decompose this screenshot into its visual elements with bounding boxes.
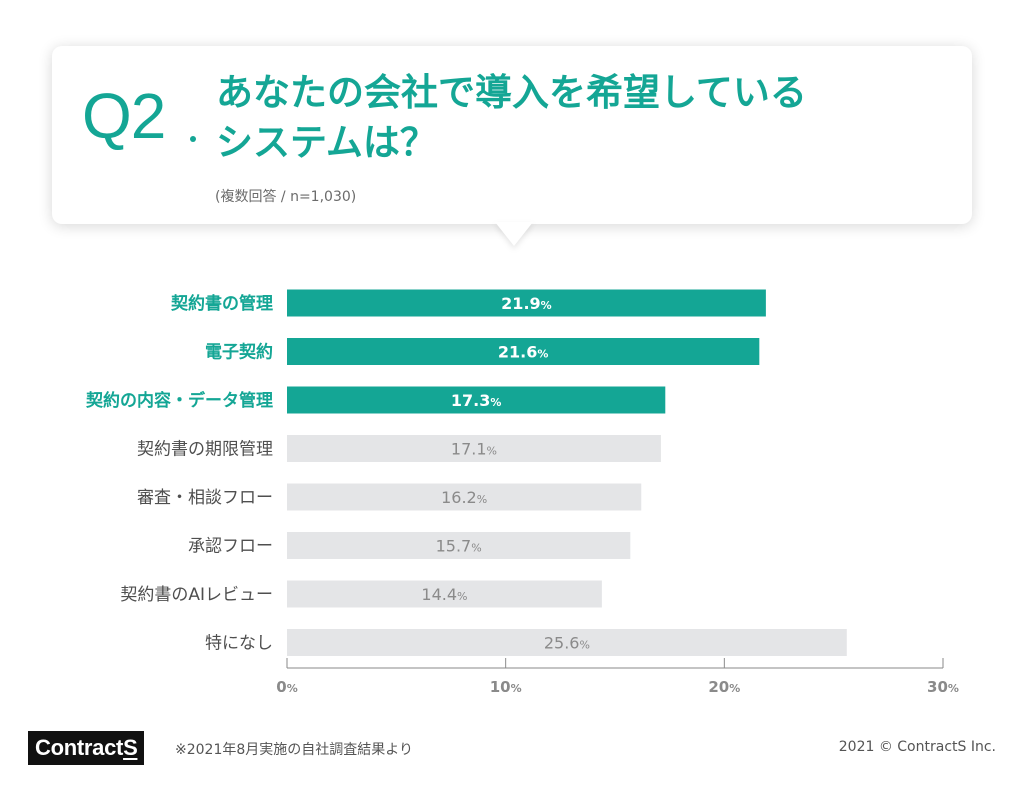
brand-logo: ContractS xyxy=(28,731,145,765)
question-title: あなたの会社で導入を希望している システムは？ xyxy=(216,68,936,168)
bar-1 xyxy=(287,338,760,365)
bar-0 xyxy=(287,289,766,317)
question-number: Q2 xyxy=(82,80,166,152)
question-number-dot xyxy=(190,136,196,142)
copyright-text: 2021 © ContractS Inc. xyxy=(838,739,996,755)
question-title-line1: あなたの会社で導入を希望している xyxy=(216,71,807,114)
x-tick-label-0: 0% xyxy=(276,678,297,696)
x-tick-label-1: 10% xyxy=(490,678,522,696)
bar-3 xyxy=(287,435,661,462)
x-tick-label-2: 20% xyxy=(708,678,740,696)
bar-6 xyxy=(287,580,602,608)
card-pointer xyxy=(495,222,533,246)
category-label-0: 契約書の管理 xyxy=(170,293,273,314)
x-tick-label-3: 30% xyxy=(927,678,959,696)
bar-2 xyxy=(287,386,666,414)
question-card: Q2 あなたの会社で導入を希望している システムは？ (複数回答 / n=1,0… xyxy=(52,46,972,224)
bar-4 xyxy=(287,483,642,511)
value-label-1: 21.6% xyxy=(498,343,549,362)
question-subtitle: (複数回答 / n=1,030) xyxy=(215,189,357,205)
value-label-0: 21.9% xyxy=(501,294,552,313)
value-label-4: 16.2% xyxy=(441,488,487,507)
category-label-5: 承認フロー xyxy=(188,537,273,557)
category-label-4: 審査・相談フロー xyxy=(137,488,273,508)
category-label-3: 契約書の期限管理 xyxy=(137,440,273,460)
question-title-line2: システムは？ xyxy=(216,121,437,164)
category-label-2: 契約の内容・データ管理 xyxy=(85,390,273,411)
bar-7 xyxy=(287,629,847,656)
value-label-5: 15.7% xyxy=(436,537,482,556)
category-label-7: 特になし xyxy=(205,634,273,654)
value-label-3: 17.1% xyxy=(451,440,497,459)
value-label-6: 14.4% xyxy=(421,585,467,604)
survey-footnote: ※2021年8月実施の自社調査結果より xyxy=(175,742,413,758)
category-label-1: 電子契約 xyxy=(205,342,273,363)
value-label-2: 17.3% xyxy=(451,391,502,410)
category-label-6: 契約書のAIレビュー xyxy=(120,585,273,605)
bar-5 xyxy=(287,532,631,559)
value-label-7: 25.6% xyxy=(544,634,590,653)
